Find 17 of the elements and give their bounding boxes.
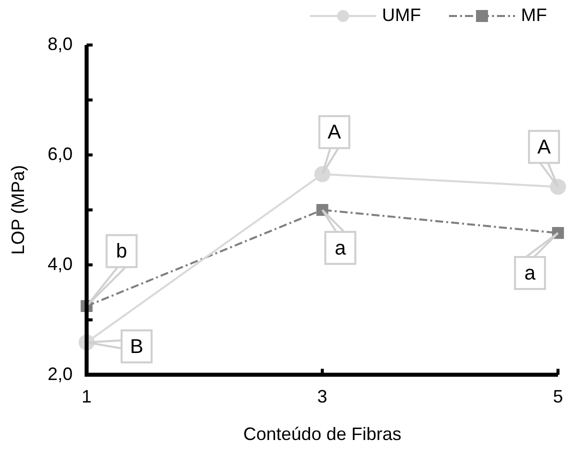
y-tick-label: 2,0 [48,364,73,384]
annotation: a [334,237,347,260]
annotation: a [524,262,536,284]
x-tick-label: 5 [552,386,563,407]
annotation: A [537,136,552,158]
y-tick-label: 4,0 [48,254,73,274]
legend-label: UMF [382,4,422,25]
annotation: A [328,122,342,144]
x-tick-label: 1 [82,386,92,407]
y-tick-label: 8,0 [48,34,73,54]
annotation: B [130,336,144,358]
y-tick-label: 6,0 [48,144,73,164]
legend-label: MF [521,4,548,25]
x-tick-label: 3 [317,386,328,407]
y-axis-title: LOP (MPa) [8,165,28,255]
x-axis-title: Conteúdo de Fibras [243,424,402,444]
annotation: b [116,240,128,263]
